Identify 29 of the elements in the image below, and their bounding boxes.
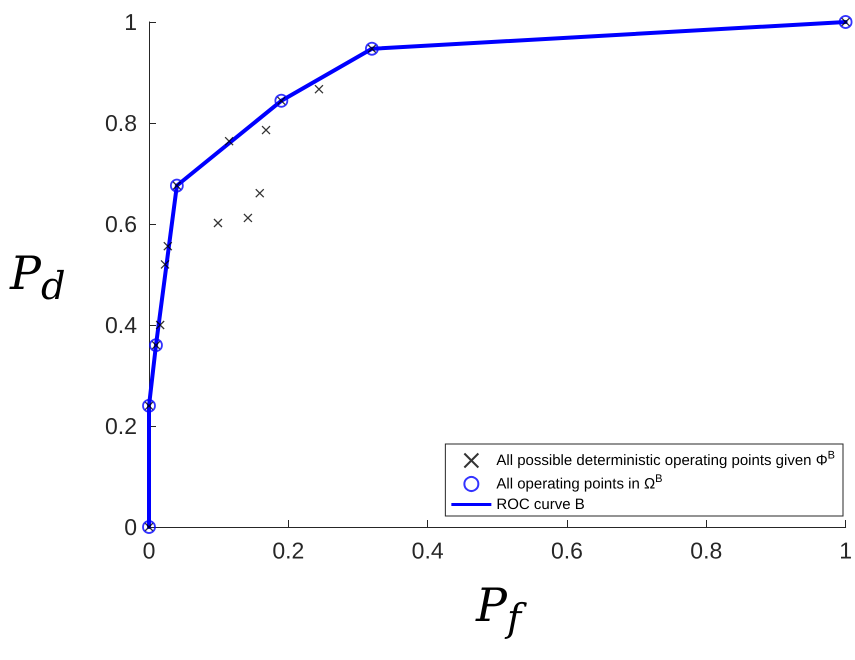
point	[838, 15, 853, 29]
x-tick-label: 0.2	[272, 538, 304, 564]
y-axis-title: P$_{d}$	[10, 246, 66, 310]
x-tick-label: 0.8	[690, 538, 722, 564]
point	[213, 218, 223, 228]
y-tick-label: 1	[124, 9, 137, 35]
x-tick-label: 0	[142, 538, 156, 564]
point	[261, 125, 271, 135]
point	[365, 42, 379, 56]
point	[243, 213, 253, 223]
point	[274, 94, 288, 108]
legend-label: ROC curve B	[496, 496, 585, 513]
y-tick-label: 0.8	[105, 110, 137, 136]
x-tick-label: 0.4	[412, 538, 444, 564]
point	[155, 320, 165, 330]
point	[255, 188, 264, 198]
x-tick-label: 1	[839, 538, 852, 564]
point	[142, 398, 156, 413]
y-tick-label: 0.4	[105, 312, 138, 338]
y-tick-label: 0	[124, 514, 137, 540]
point	[170, 178, 184, 193]
point	[163, 242, 172, 251]
y-tick-label: 0.2	[105, 413, 137, 439]
point	[314, 84, 324, 94]
point	[224, 136, 234, 146]
x-tick-label: 0.6	[550, 538, 583, 564]
point	[149, 338, 163, 352]
point	[160, 260, 170, 270]
y-tick-label: 0.6	[105, 211, 137, 237]
